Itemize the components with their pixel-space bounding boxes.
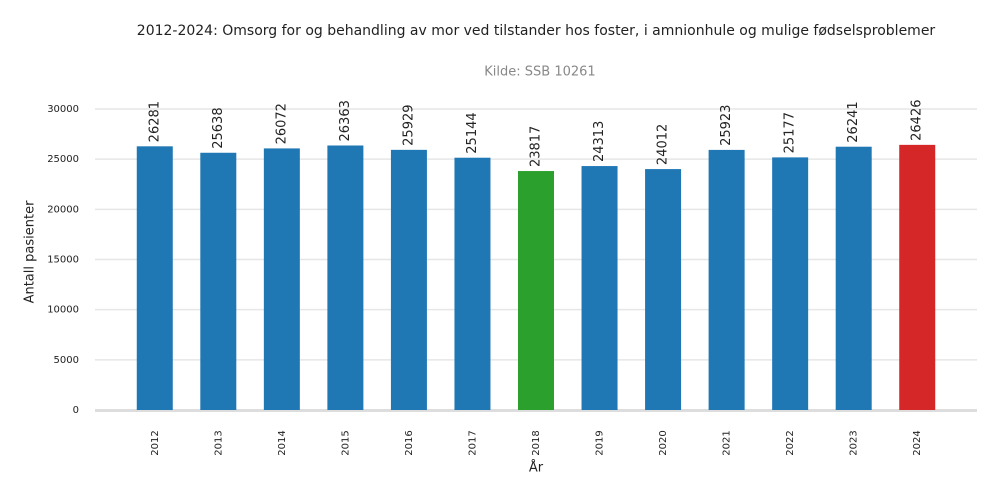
value-label: 26072 xyxy=(274,103,289,144)
value-label: 25638 xyxy=(211,107,226,148)
bar xyxy=(454,157,491,410)
bar xyxy=(518,171,554,410)
y-tick-label: 20000 xyxy=(47,204,79,215)
bar xyxy=(200,152,237,411)
x-tick-label: 2015 xyxy=(340,430,351,455)
x-tick-label: 2024 xyxy=(912,430,923,455)
bar xyxy=(645,169,682,410)
value-label: 25929 xyxy=(401,104,416,145)
x-tick-label: 2017 xyxy=(467,430,478,455)
x-tick-label: 2021 xyxy=(722,430,733,455)
x-tick-label: 2019 xyxy=(595,430,606,455)
bar xyxy=(263,148,300,410)
y-tick-label: 5000 xyxy=(54,355,79,366)
bar xyxy=(708,149,745,411)
value-label: 24313 xyxy=(592,121,607,162)
bar xyxy=(581,166,618,410)
x-tick-label: 2016 xyxy=(404,430,415,455)
y-tick-label: 15000 xyxy=(47,255,79,266)
x-axis-label: År xyxy=(529,460,544,476)
x-tick-label: 2018 xyxy=(531,430,542,455)
value-label: 25177 xyxy=(783,112,798,153)
y-tick-label: 25000 xyxy=(47,154,79,165)
bar xyxy=(390,149,427,410)
chart-title: 2012-2024: Omsorg for og behandling av m… xyxy=(137,23,936,39)
value-label: 24012 xyxy=(656,124,671,165)
chart-subtitle: Kilde: SSB 10261 xyxy=(484,65,595,80)
bar xyxy=(899,144,936,410)
x-tick-label: 2022 xyxy=(785,430,796,455)
value-label: 26426 xyxy=(910,99,925,140)
x-tick-label: 2013 xyxy=(213,430,224,455)
x-tick-label: 2014 xyxy=(277,430,288,455)
bar xyxy=(136,146,173,410)
bar xyxy=(772,157,809,410)
value-label: 26241 xyxy=(846,101,861,142)
value-label: 25144 xyxy=(465,112,480,153)
y-tick-label: 10000 xyxy=(47,305,79,316)
y-tick-label: 30000 xyxy=(47,104,79,115)
x-tick-label: 2012 xyxy=(150,430,161,455)
bar xyxy=(327,145,364,411)
y-tick-label: 0 xyxy=(73,405,79,416)
y-axis-label: Antall pasienter xyxy=(23,200,38,303)
value-label: 23817 xyxy=(529,126,544,167)
x-tick-label: 2020 xyxy=(658,430,669,455)
value-label: 26363 xyxy=(338,100,353,141)
value-label: 25923 xyxy=(719,105,734,146)
x-tick-label: 2023 xyxy=(849,430,860,455)
bar xyxy=(835,146,872,410)
value-label: 26281 xyxy=(147,101,162,142)
